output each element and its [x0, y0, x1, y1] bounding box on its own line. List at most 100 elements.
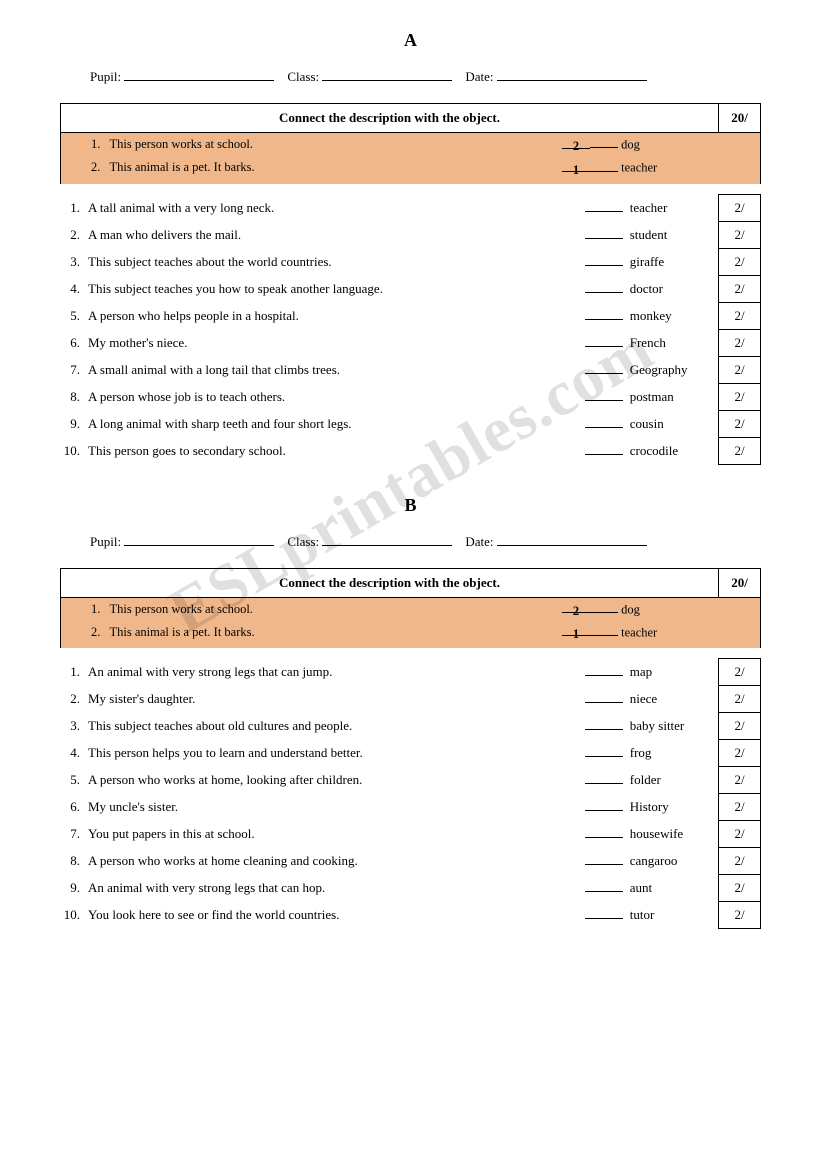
date-blank[interactable] — [497, 534, 647, 546]
pupil-label: Pupil: — [90, 534, 121, 549]
answer-blank[interactable] — [585, 200, 623, 212]
question-number: 9. — [60, 410, 82, 437]
score-cell: 2/ — [719, 437, 761, 464]
example-row-2: 2. This animal is a pet. It barks. 1 tea… — [61, 621, 761, 648]
answer-blank[interactable] — [585, 443, 623, 455]
question-row: 2.A man who delivers the mail. student2/ — [60, 221, 761, 248]
answer-blank[interactable] — [585, 853, 623, 865]
answer-word: cousin — [627, 416, 664, 431]
question-row: 7.A small animal with a long tail that c… — [60, 356, 761, 383]
answer-blank[interactable] — [585, 335, 623, 347]
section-letter: A — [60, 30, 761, 51]
answer-blank[interactable] — [585, 281, 623, 293]
question-number: 2. — [60, 221, 82, 248]
section-b: B Pupil: Class: Date: Connect the descri… — [60, 495, 761, 930]
answer-blank[interactable] — [585, 772, 623, 784]
pupil-blank[interactable] — [124, 534, 274, 546]
answer-cell: cousin — [579, 410, 719, 437]
question-desc: This person helps you to learn and under… — [82, 740, 579, 767]
question-number: 10. — [60, 437, 82, 464]
score-cell: 2/ — [719, 356, 761, 383]
answer-cell: baby sitter — [579, 713, 719, 740]
header-table: Connect the description with the object.… — [60, 568, 761, 649]
question-number: 6. — [60, 329, 82, 356]
answer-blank[interactable] — [585, 308, 623, 320]
question-number: 3. — [60, 248, 82, 275]
score-cell: 2/ — [719, 302, 761, 329]
date-label: Date: — [465, 69, 493, 84]
question-row: 9.An animal with very strong legs that c… — [60, 875, 761, 902]
class-blank[interactable] — [322, 69, 452, 81]
answer-word: baby sitter — [627, 718, 685, 733]
score-cell: 2/ — [719, 221, 761, 248]
question-row: 3.This subject teaches about the world c… — [60, 248, 761, 275]
answer-cell: folder — [579, 767, 719, 794]
answer-word: map — [627, 664, 653, 679]
question-desc: You put papers in this at school. — [82, 821, 579, 848]
answer-blank[interactable] — [585, 254, 623, 266]
score-cell: 2/ — [719, 848, 761, 875]
question-row: 5.A person who helps people in a hospita… — [60, 302, 761, 329]
answer-cell: French — [579, 329, 719, 356]
example-ans-word: dog — [621, 602, 640, 616]
example-ans-num: 2 — [573, 604, 579, 618]
answer-word: cangaroo — [627, 853, 678, 868]
answer-blank[interactable] — [585, 691, 623, 703]
example-num: 2. — [91, 160, 100, 174]
total-score-cell: 20/ — [719, 568, 761, 597]
answer-blank[interactable] — [585, 718, 623, 730]
answer-blank[interactable] — [585, 389, 623, 401]
answer-blank[interactable] — [585, 799, 623, 811]
score-cell: 2/ — [719, 767, 761, 794]
answer-word: teacher — [627, 200, 668, 215]
date-blank[interactable] — [497, 69, 647, 81]
example-ans-num: 1 — [573, 163, 579, 177]
example-ans-num: 2 — [573, 139, 579, 153]
question-desc: This subject teaches about the world cou… — [82, 248, 579, 275]
score-cell: 2/ — [719, 329, 761, 356]
pupil-blank[interactable] — [124, 69, 274, 81]
question-desc: This subject teaches you how to speak an… — [82, 275, 579, 302]
score-cell: 2/ — [719, 275, 761, 302]
example-row-1: 1. This person works at school. 2 dog — [61, 597, 761, 621]
question-row: 9.A long animal with sharp teeth and fou… — [60, 410, 761, 437]
answer-blank[interactable] — [585, 745, 623, 757]
answer-word: French — [627, 335, 666, 350]
info-line: Pupil: Class: Date: — [90, 534, 761, 550]
score-cell: 2/ — [719, 875, 761, 902]
class-blank[interactable] — [322, 534, 452, 546]
answer-blank[interactable] — [585, 907, 623, 919]
answer-blank[interactable] — [585, 227, 623, 239]
question-number: 8. — [60, 383, 82, 410]
answer-blank[interactable] — [585, 664, 623, 676]
example-ans-word: teacher — [621, 161, 657, 175]
question-number: 7. — [60, 356, 82, 383]
example-desc: This animal is a pet. It barks. — [110, 160, 255, 174]
answer-blank[interactable] — [585, 362, 623, 374]
answer-blank[interactable] — [585, 416, 623, 428]
answer-cell: student — [579, 221, 719, 248]
score-cell: 2/ — [719, 794, 761, 821]
worksheet-page: ESLprintables.com A Pupil: Class: Date: … — [0, 0, 821, 959]
answer-word: doctor — [627, 281, 663, 296]
question-desc: A person who works at home cleaning and … — [82, 848, 579, 875]
answer-cell: doctor — [579, 275, 719, 302]
answer-cell: housewife — [579, 821, 719, 848]
question-desc: This subject teaches about old cultures … — [82, 713, 579, 740]
answer-cell: postman — [579, 383, 719, 410]
example-ans-word: dog — [621, 137, 640, 151]
score-cell: 2/ — [719, 659, 761, 686]
example-num: 2. — [91, 625, 100, 639]
answer-word: student — [627, 227, 668, 242]
question-desc: My sister's daughter. — [82, 686, 579, 713]
question-desc: A small animal with a long tail that cli… — [82, 356, 579, 383]
question-number: 10. — [60, 902, 82, 929]
question-number: 1. — [60, 194, 82, 221]
instruction-cell: Connect the description with the object. — [61, 568, 719, 597]
question-row: 1.A tall animal with a very long neck. t… — [60, 194, 761, 221]
answer-blank[interactable] — [585, 826, 623, 838]
section-a: A Pupil: Class: Date: Connect the descri… — [60, 30, 761, 465]
answer-blank[interactable] — [585, 880, 623, 892]
class-label: Class: — [287, 69, 319, 84]
question-desc: My mother's niece. — [82, 329, 579, 356]
